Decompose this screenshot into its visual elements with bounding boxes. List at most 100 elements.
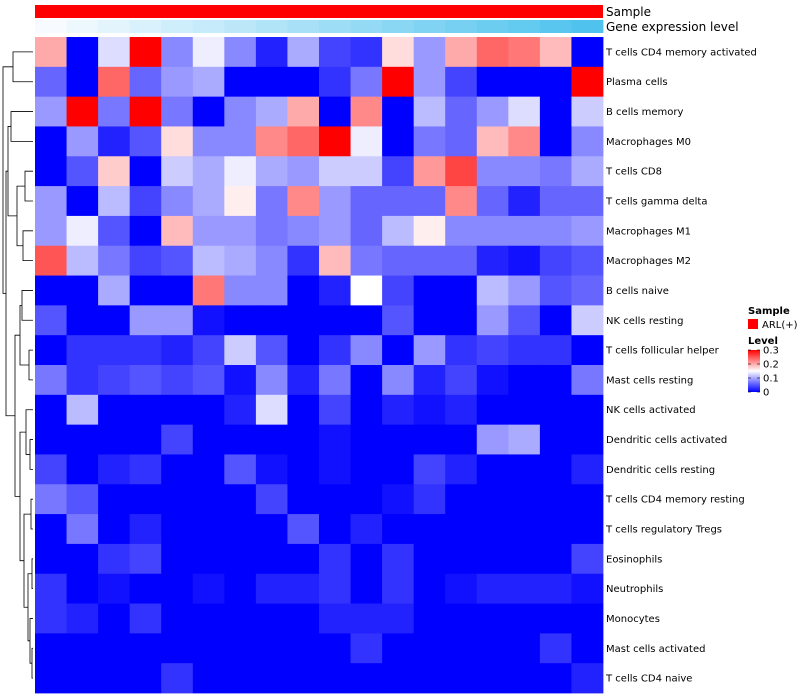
heatmap-cell (255, 245, 288, 276)
heatmap-cell (287, 96, 320, 127)
heatmap-cell (445, 394, 478, 426)
heatmap-cell (224, 394, 257, 426)
heatmap-cell (445, 603, 478, 634)
heatmap-cell (476, 454, 509, 485)
heatmap-cell (224, 245, 257, 276)
annotation-cell-expression (382, 20, 415, 33)
heatmap-cell (413, 543, 446, 575)
dendrogram-branch (29, 439, 33, 470)
heatmap-cell (539, 66, 572, 98)
heatmap-cell (413, 424, 446, 455)
heatmap-cell (571, 156, 604, 187)
heatmap-cell (319, 633, 351, 664)
heatmap-cell (98, 66, 131, 98)
heatmap-cell (571, 543, 604, 575)
heatmap-cell (287, 186, 320, 217)
heatmap-cell (413, 633, 446, 664)
heatmap-cell (98, 186, 131, 217)
heatmap-cell (255, 96, 288, 127)
dendrogram-branch (31, 558, 33, 590)
row-label: T cells follicular helper (605, 346, 720, 357)
heatmap-cell (350, 543, 383, 575)
heatmap-cell (319, 37, 351, 68)
heatmap-cell (98, 156, 131, 187)
heatmap-cell (382, 454, 415, 485)
heatmap-cell (66, 663, 99, 694)
heatmap-cell (35, 603, 67, 634)
legend-level-ticks: 0.3 0.2 0.1 0 (748, 346, 779, 399)
heatmap-cell (571, 394, 604, 426)
heatmap-cell (287, 126, 320, 157)
heatmap-cell (476, 215, 509, 247)
heatmap-cell (319, 663, 351, 694)
heatmap-cell (476, 335, 509, 366)
heatmap-cell (382, 424, 415, 455)
heatmap-cell (224, 37, 257, 68)
heatmap-cell (445, 66, 478, 98)
heatmap-cell (319, 573, 351, 604)
heatmap-cell (476, 126, 509, 157)
heatmap-cell (539, 245, 572, 276)
heatmap-cell (508, 514, 541, 545)
heatmap-cell (224, 156, 257, 187)
dendrogram-branch (12, 51, 33, 83)
heatmap-cell (129, 245, 162, 276)
heatmap-cell (66, 514, 99, 545)
heatmap-cell (413, 394, 446, 426)
heatmap-cell (66, 305, 99, 336)
dendrogram-branch (7, 126, 17, 217)
heatmap-cell (382, 66, 415, 98)
heatmap-cell (445, 365, 478, 396)
annotation-cell-expression (445, 20, 478, 33)
heatmap-cell (224, 573, 257, 604)
heatmap-cell (66, 126, 99, 157)
heatmap-cell (161, 96, 194, 127)
heatmap-cell (508, 66, 541, 98)
heatmap-cell (413, 66, 446, 98)
heatmap-cell (192, 335, 225, 366)
heatmap-cell (255, 156, 288, 187)
heatmap-cell (192, 96, 225, 127)
heatmap-cell (445, 37, 478, 68)
heatmap-cell (161, 424, 194, 455)
heatmap-cell (255, 514, 288, 545)
heatmap-cell (66, 335, 99, 366)
heatmap-cell (382, 245, 415, 276)
heatmap-cell (350, 454, 383, 485)
heatmap-cell (382, 186, 415, 217)
heatmap-cell (382, 603, 415, 634)
heatmap-cell (287, 335, 320, 366)
heatmap-cell (35, 543, 67, 575)
dendrogram-branch (19, 431, 26, 562)
heatmap-cell (508, 633, 541, 664)
heatmap-cell (98, 96, 131, 127)
heatmap-cell (161, 514, 194, 545)
heatmap-cell (571, 484, 604, 515)
heatmap-cell (161, 66, 194, 98)
heatmap-cell (413, 365, 446, 396)
heatmap-cell (161, 394, 194, 426)
heatmap-cell (66, 37, 99, 68)
heatmap-cell (192, 543, 225, 575)
heatmap-cell (161, 186, 194, 217)
annotation-label-expression: Gene expression level (606, 20, 739, 34)
annotation-cell-expression (35, 20, 67, 33)
heatmap-cell (413, 156, 446, 187)
heatmap-cell (382, 96, 415, 127)
heatmap-cell (382, 543, 415, 575)
heatmap-cell (255, 454, 288, 485)
heatmap-cell (192, 126, 225, 157)
heatmap-cell (161, 275, 194, 306)
heatmap-cell (255, 394, 288, 426)
heatmap-cell (508, 275, 541, 306)
heatmap-cell (35, 424, 67, 455)
heatmap-cell (350, 633, 383, 664)
heatmap-cell (129, 633, 162, 664)
dendrogram-branch (22, 230, 33, 262)
heatmap-cell (129, 365, 162, 396)
heatmap-cell (161, 215, 194, 247)
heatmap-cell (66, 245, 99, 276)
heatmap-cell (129, 663, 162, 694)
heatmap-cell (129, 186, 162, 217)
legend-sample-entry: ARL(+) (762, 320, 798, 331)
